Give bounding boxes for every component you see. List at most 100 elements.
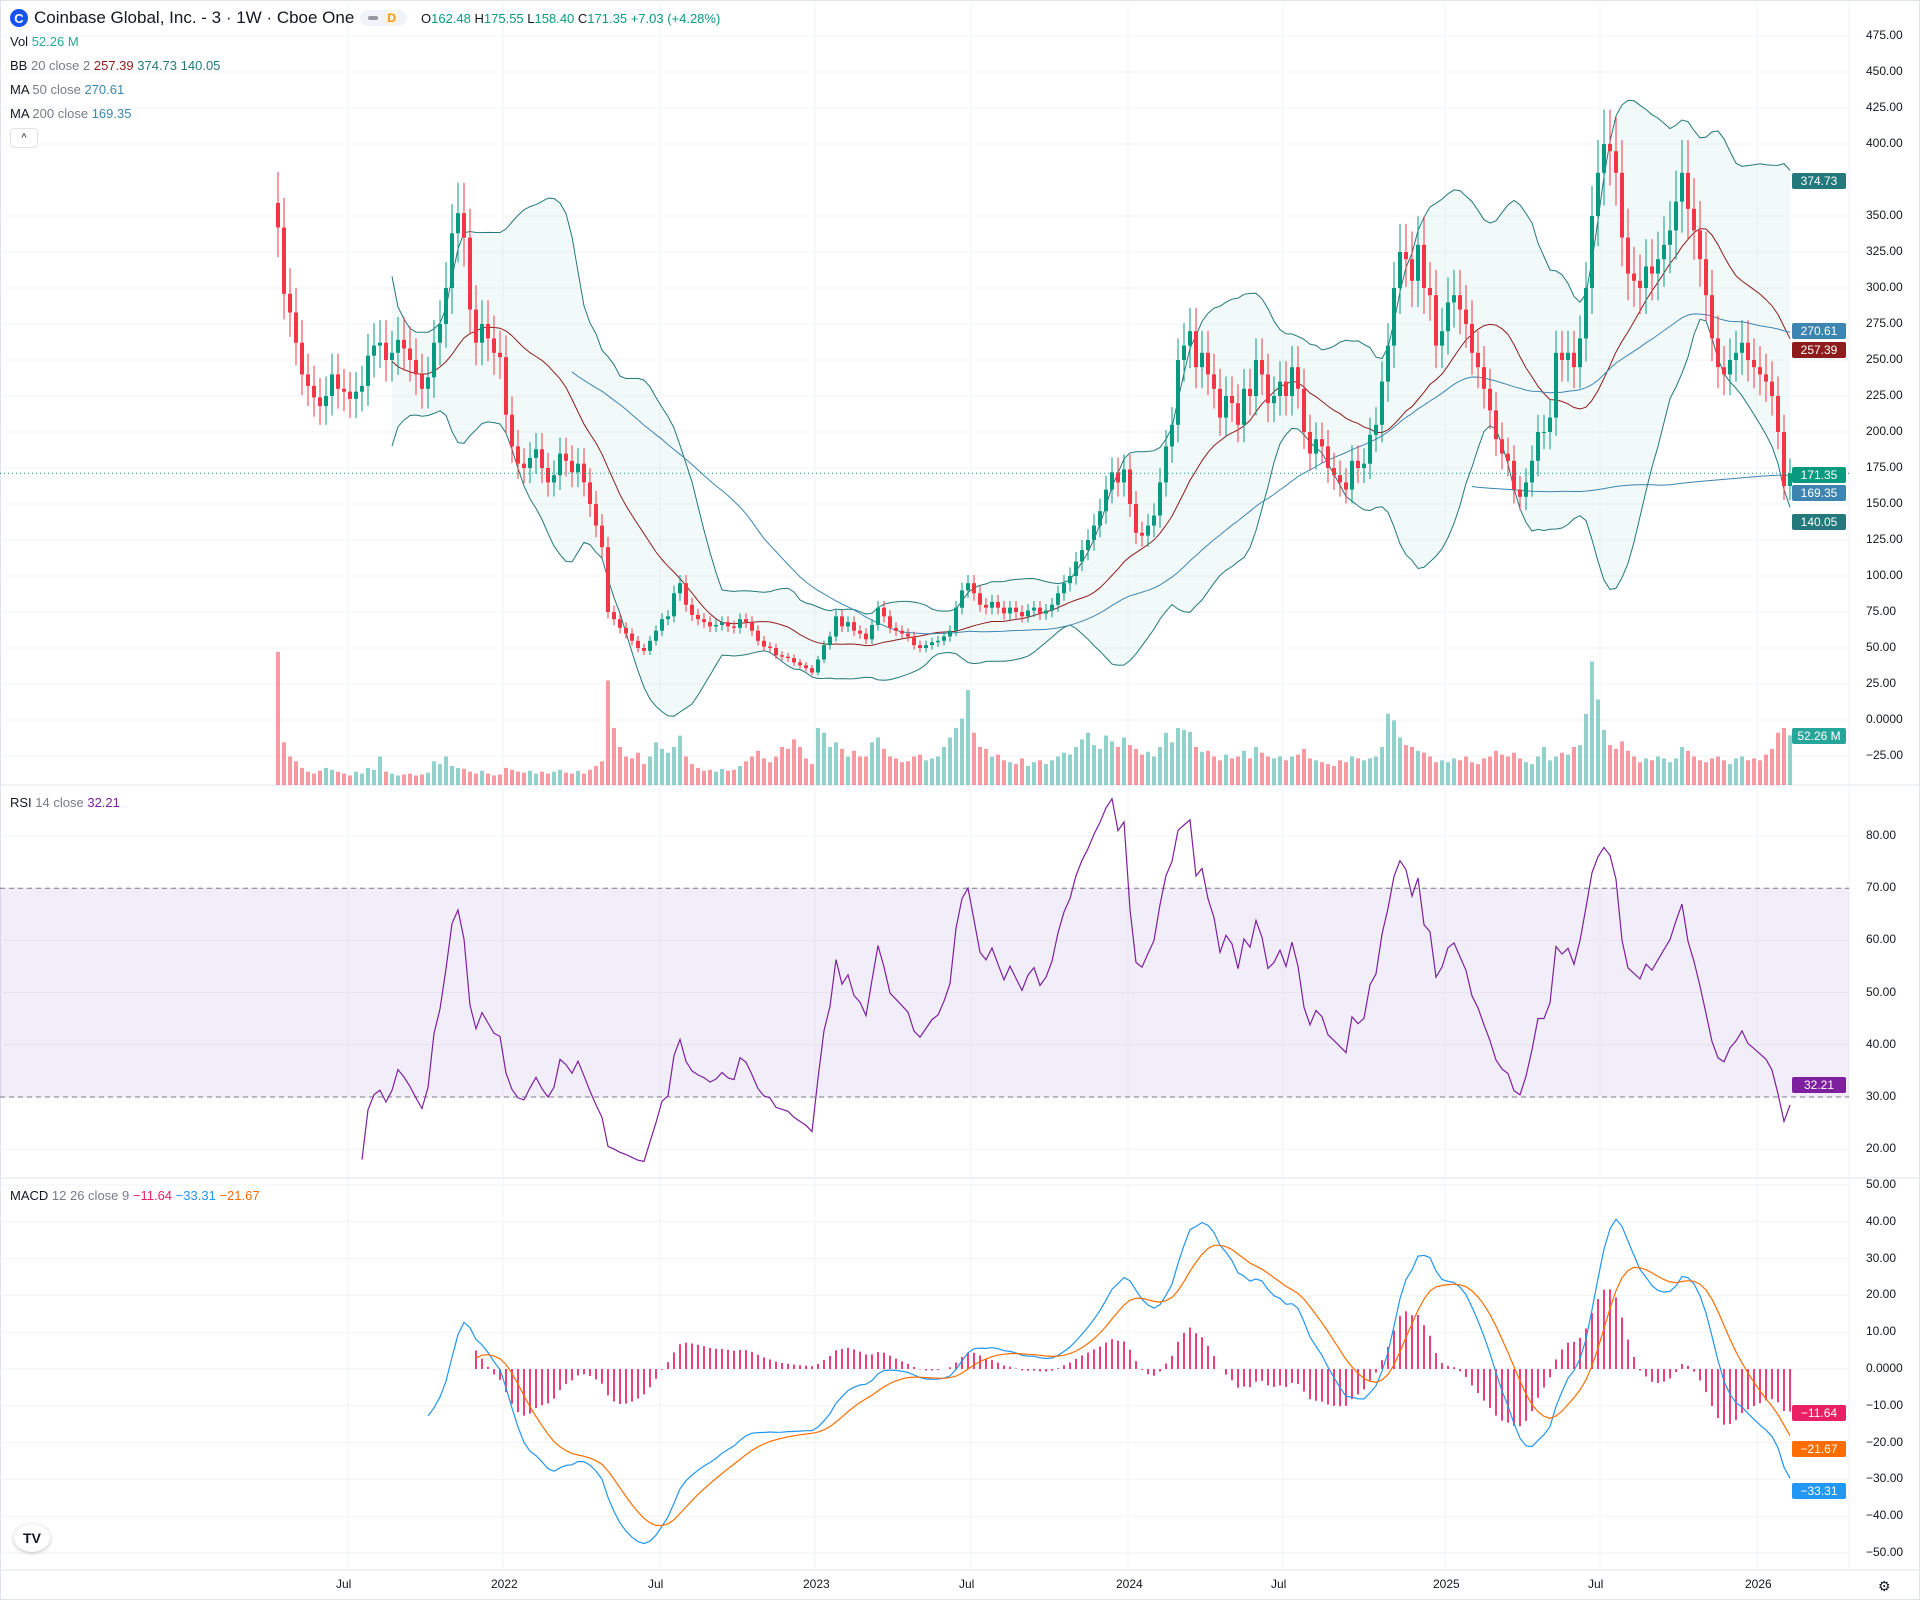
volume-bar bbox=[1716, 756, 1720, 785]
macd-histogram-bar bbox=[1459, 1369, 1461, 1372]
macd-histogram-bar bbox=[667, 1362, 669, 1369]
macd-histogram-bar bbox=[1429, 1335, 1431, 1369]
macd-histogram-bar bbox=[1009, 1366, 1011, 1369]
volume-bar bbox=[1734, 758, 1738, 785]
candle-body bbox=[600, 525, 604, 548]
volume-bar bbox=[1260, 752, 1264, 785]
candle-body bbox=[1110, 472, 1114, 490]
volume-bar bbox=[906, 761, 910, 785]
market-status-badge[interactable]: D bbox=[360, 10, 407, 26]
candle-body bbox=[1776, 396, 1780, 432]
macd-histogram-bar bbox=[1309, 1369, 1311, 1400]
settings-gear-icon[interactable]: ⚙ bbox=[1878, 1578, 1891, 1594]
volume-bar bbox=[498, 774, 502, 785]
macd-histogram-bar bbox=[1075, 1358, 1077, 1369]
candle-body bbox=[1746, 342, 1750, 360]
volume-bar bbox=[294, 761, 298, 785]
macd-histogram-bar bbox=[541, 1369, 543, 1406]
macd-signal-line bbox=[475, 1244, 1791, 1527]
volume-bar bbox=[642, 764, 646, 785]
macd-histogram-bar bbox=[685, 1342, 687, 1369]
price-axis-label: 450.00 bbox=[1866, 64, 1903, 78]
macd-histogram-bar bbox=[1747, 1369, 1749, 1410]
volume-bar bbox=[1776, 732, 1780, 785]
candle-body bbox=[954, 607, 958, 631]
candle-body bbox=[1620, 172, 1624, 238]
volume-bar bbox=[348, 775, 352, 785]
candle-body bbox=[1548, 417, 1552, 432]
volume-bar bbox=[1626, 750, 1630, 785]
legend-bb[interactable]: BB 20 close 2 257.39 374.73 140.05 bbox=[10, 58, 220, 73]
legend-rsi[interactable]: RSI 14 close 32.21 bbox=[10, 795, 120, 810]
candle-body bbox=[1638, 280, 1642, 288]
volume-bar bbox=[756, 750, 760, 785]
volume-bar bbox=[336, 771, 340, 785]
volume-bar bbox=[1584, 713, 1588, 785]
volume-bar bbox=[1674, 758, 1678, 785]
macd-line bbox=[427, 1218, 1791, 1545]
volume-bar bbox=[1596, 699, 1600, 785]
volume-bar bbox=[672, 747, 676, 785]
candle-body bbox=[402, 339, 406, 349]
macd-axis-label: −10.00 bbox=[1866, 1397, 1904, 1412]
macd-histogram-bar bbox=[1657, 1369, 1659, 1384]
macd-signal-value: −21.67 bbox=[219, 1188, 260, 1203]
candle-body bbox=[756, 630, 760, 641]
candle-body bbox=[354, 391, 358, 399]
macd-histogram-bar bbox=[1021, 1369, 1023, 1371]
rsi-line bbox=[361, 797, 1791, 1163]
symbol-title[interactable]: Coinbase Global, Inc. - 3 · 1W · Cboe On… bbox=[34, 8, 355, 27]
candle-body bbox=[498, 352, 502, 358]
collapse-legend-button[interactable]: ^ bbox=[10, 128, 38, 148]
rsi-axis-label: 50.00 bbox=[1866, 984, 1897, 999]
volume-bar bbox=[1608, 745, 1612, 785]
volume-bar bbox=[1488, 756, 1492, 785]
macd-histogram-bar bbox=[1405, 1311, 1407, 1369]
macd-histogram-bar bbox=[925, 1369, 927, 1371]
legend-macd[interactable]: MACD 12 26 close 9 −11.64 −33.31 −21.67 bbox=[10, 1188, 260, 1203]
macd-histogram-bar bbox=[1159, 1369, 1161, 1372]
legend-ma200[interactable]: MA 200 close 169.35 bbox=[10, 106, 131, 121]
macd-histogram-bar bbox=[1201, 1337, 1203, 1369]
candle-body bbox=[1038, 607, 1042, 614]
time-axis-label: 2022 bbox=[491, 1577, 518, 1591]
tradingview-logo[interactable]: TV bbox=[14, 1524, 50, 1552]
volume-bar bbox=[618, 747, 622, 785]
volume-bar bbox=[474, 773, 478, 785]
volume-bar bbox=[852, 750, 856, 785]
volume-bar bbox=[780, 747, 784, 785]
candle-body bbox=[1542, 432, 1546, 433]
candle-body bbox=[696, 614, 700, 620]
macd-histogram-bar bbox=[1519, 1369, 1521, 1427]
candle-body bbox=[660, 619, 664, 631]
macd-histogram-bar bbox=[1189, 1327, 1191, 1369]
macd-histogram-bar bbox=[1057, 1368, 1059, 1369]
candle-body bbox=[1236, 403, 1240, 425]
time-axis-label: Jul bbox=[1588, 1577, 1604, 1591]
volume-bar bbox=[1104, 735, 1108, 785]
macd-histogram-bar bbox=[793, 1364, 795, 1369]
macd-histogram-bar bbox=[595, 1369, 597, 1380]
low-label: L bbox=[527, 10, 535, 26]
candle-body bbox=[462, 213, 466, 238]
macd-histogram-bar bbox=[973, 1352, 975, 1369]
macd-histogram-bar bbox=[1279, 1369, 1281, 1386]
candle-body bbox=[1758, 367, 1762, 375]
volume-bar bbox=[1692, 756, 1696, 785]
candle-body bbox=[810, 668, 814, 673]
volume-bar bbox=[750, 756, 754, 785]
volume-bar bbox=[432, 761, 436, 785]
candle-body bbox=[1422, 244, 1426, 288]
macd-histogram-bar bbox=[1417, 1314, 1419, 1369]
time-axis-label: Jul bbox=[1271, 1577, 1287, 1591]
candle-body bbox=[798, 662, 802, 666]
legend-ma50[interactable]: MA 50 close 270.61 bbox=[10, 82, 124, 97]
candle-body bbox=[540, 449, 544, 468]
candle-body bbox=[474, 309, 478, 343]
legend-volume[interactable]: Vol 52.26 M bbox=[10, 34, 79, 49]
macd-histogram-bar bbox=[1423, 1325, 1425, 1369]
volume-bar bbox=[1248, 758, 1252, 785]
candle-body bbox=[1188, 331, 1192, 346]
volume-bar bbox=[534, 773, 538, 785]
